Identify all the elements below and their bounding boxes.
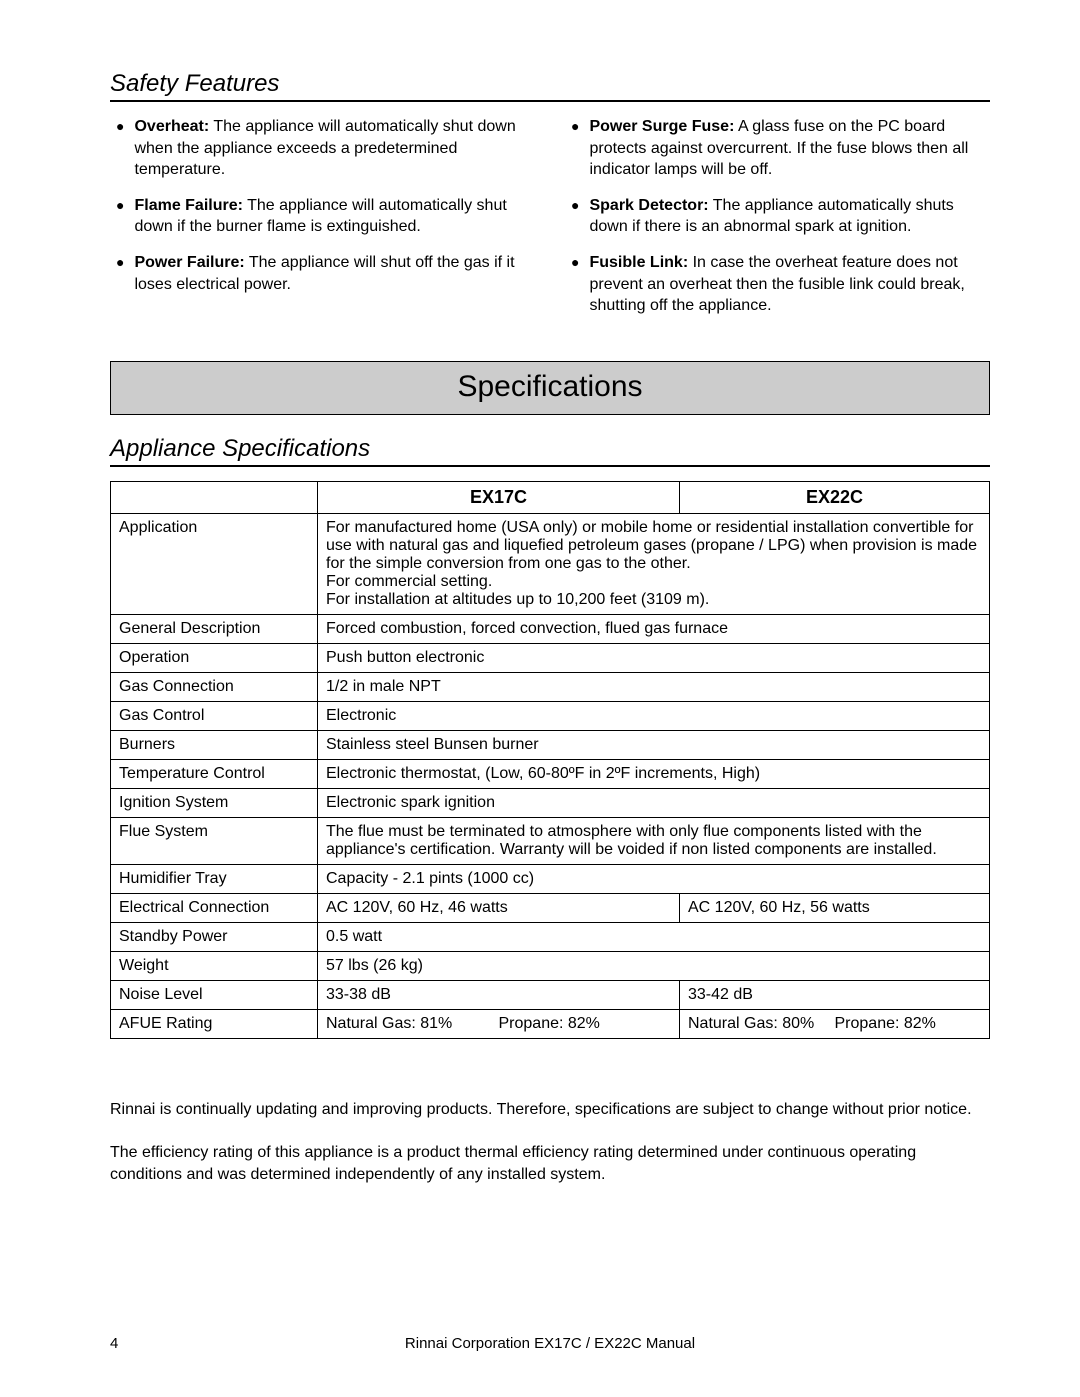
row-value-model2: Natural Gas: 80%Propane: 82% <box>680 1009 990 1038</box>
table-row: Temperature ControlElectronic thermostat… <box>111 759 990 788</box>
bullet-icon: ● <box>116 252 124 295</box>
row-value-model1: AC 120V, 60 Hz, 46 watts <box>318 893 680 922</box>
table-row: Gas Connection1/2 in male NPT <box>111 672 990 701</box>
row-label: Operation <box>111 643 318 672</box>
bullet-text: Fusible Link: In case the overheat featu… <box>589 252 990 317</box>
row-value-model2: AC 120V, 60 Hz, 56 watts <box>680 893 990 922</box>
notes-section: Rinnai is continually updating and impro… <box>110 1099 990 1186</box>
row-value: 1/2 in male NPT <box>318 672 990 701</box>
specifications-banner: Specifications <box>110 361 990 415</box>
bullet-icon: ● <box>571 252 579 317</box>
table-row: ApplicationFor manufactured home (USA on… <box>111 513 990 614</box>
table-row: Flue SystemThe flue must be terminated t… <box>111 817 990 864</box>
table-row: AFUE RatingNatural Gas: 81%Propane: 82%N… <box>111 1009 990 1038</box>
footer-title: Rinnai Corporation EX17C / EX22C Manual <box>310 1335 790 1352</box>
safety-heading: Safety Features <box>110 70 990 102</box>
bullet-icon: ● <box>116 116 124 181</box>
footer-spacer <box>790 1335 990 1352</box>
row-label: Noise Level <box>111 980 318 1009</box>
list-item: ● Power Failure: The appliance will shut… <box>116 252 535 295</box>
bullet-icon: ● <box>571 195 579 238</box>
list-item: ● Spark Detector: The appliance automati… <box>571 195 990 238</box>
safety-left-col: ● Overheat: The appliance will automatic… <box>110 116 535 331</box>
row-label: Standby Power <box>111 922 318 951</box>
table-row: Noise Level33-38 dB33-42 dB <box>111 980 990 1009</box>
bullet-text: Power Failure: The appliance will shut o… <box>134 252 535 295</box>
page-footer: 4 Rinnai Corporation EX17C / EX22C Manua… <box>110 1335 990 1352</box>
table-row: OperationPush button electronic <box>111 643 990 672</box>
row-value: Forced combustion, forced convection, fl… <box>318 614 990 643</box>
row-value: Stainless steel Bunsen burner <box>318 730 990 759</box>
row-label: Ignition System <box>111 788 318 817</box>
manual-page: Safety Features ● Overheat: The applianc… <box>0 0 1080 1397</box>
row-value: 57 lbs (26 kg) <box>318 951 990 980</box>
row-value: The flue must be terminated to atmospher… <box>318 817 990 864</box>
row-value: Electronic spark ignition <box>318 788 990 817</box>
row-label: General Description <box>111 614 318 643</box>
row-label: Weight <box>111 951 318 980</box>
row-label: Burners <box>111 730 318 759</box>
row-value: Push button electronic <box>318 643 990 672</box>
row-value-model1: 33-38 dB <box>318 980 680 1009</box>
row-label: AFUE Rating <box>111 1009 318 1038</box>
specifications-table: EX17C EX22C ApplicationFor manufactured … <box>110 481 990 1039</box>
header-model1: EX17C <box>318 481 680 513</box>
bullet-icon: ● <box>571 116 579 181</box>
list-item: ● Power Surge Fuse: A glass fuse on the … <box>571 116 990 181</box>
row-label: Application <box>111 513 318 614</box>
bullet-text: Power Surge Fuse: A glass fuse on the PC… <box>589 116 990 181</box>
list-item: ● Flame Failure: The appliance will auto… <box>116 195 535 238</box>
bullet-text: Overheat: The appliance will automatical… <box>134 116 535 181</box>
table-row: Ignition SystemElectronic spark ignition <box>111 788 990 817</box>
list-item: ● Fusible Link: In case the overheat fea… <box>571 252 990 317</box>
row-label: Humidifier Tray <box>111 864 318 893</box>
row-label: Flue System <box>111 817 318 864</box>
table-row: Standby Power0.5 watt <box>111 922 990 951</box>
row-label: Gas Control <box>111 701 318 730</box>
row-value: Electronic thermostat, (Low, 60-80ºF in … <box>318 759 990 788</box>
row-label: Temperature Control <box>111 759 318 788</box>
note-paragraph: Rinnai is continually updating and impro… <box>110 1099 990 1121</box>
header-blank <box>111 481 318 513</box>
table-header-row: EX17C EX22C <box>111 481 990 513</box>
row-value-model2: 33-42 dB <box>680 980 990 1009</box>
header-model2: EX22C <box>680 481 990 513</box>
row-value: Capacity - 2.1 pints (1000 cc) <box>318 864 990 893</box>
row-label: Electrical Connection <box>111 893 318 922</box>
row-value: Electronic <box>318 701 990 730</box>
table-row: Humidifier TrayCapacity - 2.1 pints (100… <box>111 864 990 893</box>
appliance-spec-heading: Appliance Specifications <box>110 435 990 467</box>
safety-features-columns: ● Overheat: The appliance will automatic… <box>110 116 990 331</box>
safety-right-col: ● Power Surge Fuse: A glass fuse on the … <box>565 116 990 331</box>
row-label: Gas Connection <box>111 672 318 701</box>
bullet-text: Spark Detector: The appliance automatica… <box>589 195 990 238</box>
note-paragraph: The efficiency rating of this appliance … <box>110 1142 990 1185</box>
row-value-model1: Natural Gas: 81%Propane: 82% <box>318 1009 680 1038</box>
bullet-icon: ● <box>116 195 124 238</box>
bullet-text: Flame Failure: The appliance will automa… <box>134 195 535 238</box>
table-row: Electrical ConnectionAC 120V, 60 Hz, 46 … <box>111 893 990 922</box>
table-row: Gas ControlElectronic <box>111 701 990 730</box>
table-row: General DescriptionForced combustion, fo… <box>111 614 990 643</box>
row-value: 0.5 watt <box>318 922 990 951</box>
list-item: ● Overheat: The appliance will automatic… <box>116 116 535 181</box>
row-value: For manufactured home (USA only) or mobi… <box>318 513 990 614</box>
page-number: 4 <box>110 1335 310 1352</box>
table-row: Weight57 lbs (26 kg) <box>111 951 990 980</box>
table-row: BurnersStainless steel Bunsen burner <box>111 730 990 759</box>
